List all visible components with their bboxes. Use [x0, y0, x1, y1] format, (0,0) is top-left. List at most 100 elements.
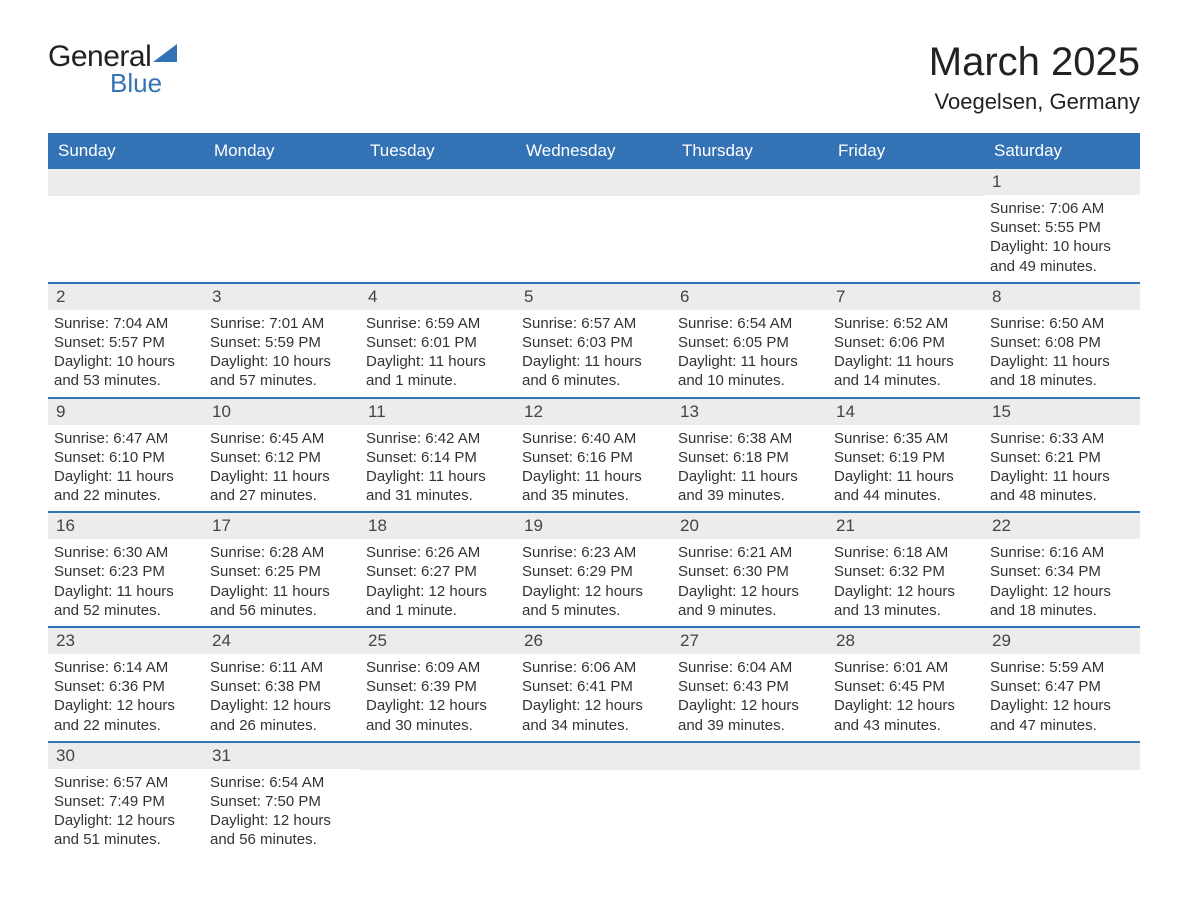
day-body: Sunrise: 6:18 AMSunset: 6:32 PMDaylight:…: [828, 539, 984, 626]
day-body: Sunrise: 6:50 AMSunset: 6:08 PMDaylight:…: [984, 310, 1140, 397]
day-daylight1: Daylight: 11 hours: [834, 467, 978, 486]
day-body-empty: [516, 770, 672, 780]
day-daylight1: Daylight: 11 hours: [990, 467, 1134, 486]
day-number: 17: [204, 513, 360, 539]
day-number-empty: [672, 743, 828, 770]
day-sunrise: Sunrise: 7:01 AM: [210, 314, 354, 333]
day-body-empty: [672, 196, 828, 206]
day-sunset: Sunset: 6:05 PM: [678, 333, 822, 352]
day-sunset: Sunset: 6:08 PM: [990, 333, 1134, 352]
day-cell: 10Sunrise: 6:45 AMSunset: 6:12 PMDayligh…: [204, 399, 360, 512]
day-sunrise: Sunrise: 6:35 AM: [834, 429, 978, 448]
day-number-empty: [360, 169, 516, 196]
day-body: Sunrise: 6:09 AMSunset: 6:39 PMDaylight:…: [360, 654, 516, 741]
day-body-empty: [828, 770, 984, 780]
day-daylight1: Daylight: 11 hours: [210, 467, 354, 486]
day-daylight1: Daylight: 12 hours: [834, 582, 978, 601]
day-sunrise: Sunrise: 6:57 AM: [522, 314, 666, 333]
day-daylight2: and 34 minutes.: [522, 716, 666, 735]
day-cell: 13Sunrise: 6:38 AMSunset: 6:18 PMDayligh…: [672, 399, 828, 512]
day-sunset: Sunset: 6:47 PM: [990, 677, 1134, 696]
day-body: Sunrise: 6:14 AMSunset: 6:36 PMDaylight:…: [48, 654, 204, 741]
day-cell: [828, 169, 984, 282]
page-subtitle: Voegelsen, Germany: [929, 89, 1140, 115]
day-number-empty: [516, 169, 672, 196]
logo-triangle-icon: [153, 44, 177, 62]
day-daylight1: Daylight: 11 hours: [522, 467, 666, 486]
day-cell: 30Sunrise: 6:57 AMSunset: 7:49 PMDayligh…: [48, 743, 204, 856]
day-body: Sunrise: 6:40 AMSunset: 6:16 PMDaylight:…: [516, 425, 672, 512]
day-daylight2: and 5 minutes.: [522, 601, 666, 620]
day-body-empty: [204, 196, 360, 206]
day-body: Sunrise: 6:35 AMSunset: 6:19 PMDaylight:…: [828, 425, 984, 512]
day-cell: 20Sunrise: 6:21 AMSunset: 6:30 PMDayligh…: [672, 513, 828, 626]
day-cell: [48, 169, 204, 282]
day-cell: [360, 743, 516, 856]
day-body: Sunrise: 7:01 AMSunset: 5:59 PMDaylight:…: [204, 310, 360, 397]
day-daylight1: Daylight: 12 hours: [522, 696, 666, 715]
day-body-empty: [360, 196, 516, 206]
day-daylight1: Daylight: 11 hours: [678, 467, 822, 486]
dayheader-tuesday: Tuesday: [360, 133, 516, 169]
dayheader-saturday: Saturday: [984, 133, 1140, 169]
day-daylight2: and 18 minutes.: [990, 601, 1134, 620]
day-daylight2: and 51 minutes.: [54, 830, 198, 849]
day-number: 8: [984, 284, 1140, 310]
day-daylight2: and 49 minutes.: [990, 257, 1134, 276]
day-sunset: Sunset: 6:25 PM: [210, 562, 354, 581]
day-number: 7: [828, 284, 984, 310]
day-sunset: Sunset: 6:30 PM: [678, 562, 822, 581]
day-body: Sunrise: 6:47 AMSunset: 6:10 PMDaylight:…: [48, 425, 204, 512]
day-sunset: Sunset: 6:18 PM: [678, 448, 822, 467]
day-daylight2: and 57 minutes.: [210, 371, 354, 390]
day-sunset: Sunset: 5:55 PM: [990, 218, 1134, 237]
day-number: 28: [828, 628, 984, 654]
day-sunset: Sunset: 6:29 PM: [522, 562, 666, 581]
day-body-empty: [360, 770, 516, 780]
page-title: March 2025: [929, 40, 1140, 85]
day-body: Sunrise: 6:33 AMSunset: 6:21 PMDaylight:…: [984, 425, 1140, 512]
day-body: Sunrise: 6:38 AMSunset: 6:18 PMDaylight:…: [672, 425, 828, 512]
day-daylight2: and 1 minute.: [366, 371, 510, 390]
day-daylight2: and 39 minutes.: [678, 486, 822, 505]
day-body: Sunrise: 6:11 AMSunset: 6:38 PMDaylight:…: [204, 654, 360, 741]
day-sunrise: Sunrise: 6:01 AM: [834, 658, 978, 677]
day-number: 13: [672, 399, 828, 425]
day-daylight2: and 22 minutes.: [54, 486, 198, 505]
day-daylight2: and 1 minute.: [366, 601, 510, 620]
day-sunrise: Sunrise: 5:59 AM: [990, 658, 1134, 677]
day-number-empty: [828, 169, 984, 196]
day-cell: 9Sunrise: 6:47 AMSunset: 6:10 PMDaylight…: [48, 399, 204, 512]
day-sunset: Sunset: 6:39 PM: [366, 677, 510, 696]
day-cell: 1Sunrise: 7:06 AMSunset: 5:55 PMDaylight…: [984, 169, 1140, 282]
day-number: 1: [984, 169, 1140, 195]
day-cell: 16Sunrise: 6:30 AMSunset: 6:23 PMDayligh…: [48, 513, 204, 626]
day-cell: 2Sunrise: 7:04 AMSunset: 5:57 PMDaylight…: [48, 284, 204, 397]
day-cell: 12Sunrise: 6:40 AMSunset: 6:16 PMDayligh…: [516, 399, 672, 512]
day-sunset: Sunset: 6:10 PM: [54, 448, 198, 467]
day-daylight1: Daylight: 12 hours: [54, 811, 198, 830]
day-sunrise: Sunrise: 6:45 AM: [210, 429, 354, 448]
day-sunrise: Sunrise: 6:59 AM: [366, 314, 510, 333]
day-daylight2: and 48 minutes.: [990, 486, 1134, 505]
logo: General Blue: [48, 40, 177, 99]
day-daylight1: Daylight: 10 hours: [54, 352, 198, 371]
day-daylight1: Daylight: 12 hours: [366, 582, 510, 601]
day-number: 14: [828, 399, 984, 425]
day-sunset: Sunset: 6:23 PM: [54, 562, 198, 581]
day-daylight1: Daylight: 10 hours: [210, 352, 354, 371]
day-body: Sunrise: 7:04 AMSunset: 5:57 PMDaylight:…: [48, 310, 204, 397]
day-daylight1: Daylight: 12 hours: [990, 696, 1134, 715]
day-cell: 26Sunrise: 6:06 AMSunset: 6:41 PMDayligh…: [516, 628, 672, 741]
day-sunrise: Sunrise: 6:11 AM: [210, 658, 354, 677]
day-sunset: Sunset: 6:21 PM: [990, 448, 1134, 467]
day-sunset: Sunset: 6:43 PM: [678, 677, 822, 696]
day-cell: [516, 743, 672, 856]
day-sunset: Sunset: 6:01 PM: [366, 333, 510, 352]
day-sunset: Sunset: 6:14 PM: [366, 448, 510, 467]
day-daylight2: and 14 minutes.: [834, 371, 978, 390]
day-cell: [672, 743, 828, 856]
day-body: Sunrise: 6:30 AMSunset: 6:23 PMDaylight:…: [48, 539, 204, 626]
day-daylight2: and 31 minutes.: [366, 486, 510, 505]
day-sunrise: Sunrise: 6:28 AM: [210, 543, 354, 562]
